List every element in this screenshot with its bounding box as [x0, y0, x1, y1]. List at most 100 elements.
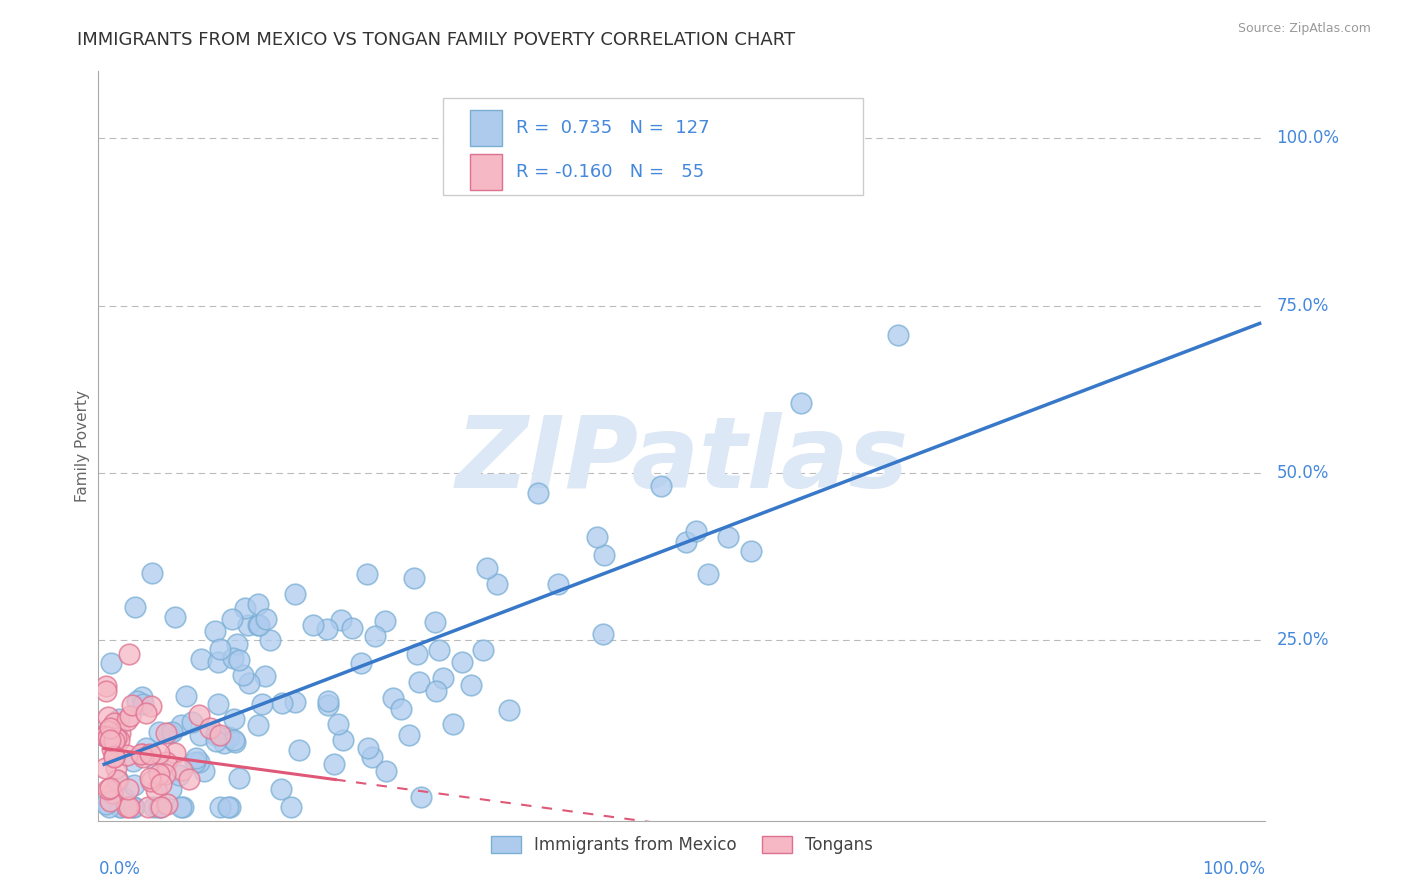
- Point: [156, 797, 179, 812]
- Point: [259, 633, 281, 648]
- Point: [117, 781, 139, 796]
- Point: [94, 797, 117, 812]
- Point: [209, 727, 232, 741]
- Point: [650, 479, 672, 493]
- Point: [232, 668, 254, 682]
- Point: [139, 747, 162, 761]
- Point: [122, 800, 145, 814]
- Point: [132, 750, 155, 764]
- Point: [406, 647, 429, 661]
- Point: [165, 746, 187, 760]
- Point: [391, 702, 413, 716]
- Point: [374, 764, 396, 778]
- Point: [288, 742, 311, 756]
- Point: [153, 767, 176, 781]
- Point: [103, 749, 125, 764]
- Point: [172, 800, 194, 814]
- Point: [284, 695, 307, 709]
- Point: [131, 690, 153, 704]
- Point: [141, 566, 163, 580]
- Point: [110, 726, 132, 740]
- Point: [139, 774, 162, 789]
- Point: [118, 708, 141, 723]
- Point: [148, 724, 170, 739]
- Point: [398, 728, 420, 742]
- Point: [246, 597, 269, 611]
- Point: [148, 800, 170, 814]
- Point: [148, 766, 170, 780]
- Text: IMMIGRANTS FROM MEXICO VS TONGAN FAMILY POVERTY CORRELATION CHART: IMMIGRANTS FROM MEXICO VS TONGAN FAMILY …: [77, 31, 796, 49]
- Point: [224, 735, 246, 749]
- Point: [135, 706, 157, 720]
- Point: [329, 613, 352, 627]
- FancyBboxPatch shape: [443, 97, 863, 195]
- Point: [441, 717, 464, 731]
- Legend: Immigrants from Mexico, Tongans: Immigrants from Mexico, Tongans: [484, 830, 880, 861]
- Point: [460, 678, 482, 692]
- Point: [226, 637, 249, 651]
- Point: [131, 747, 153, 762]
- Point: [105, 724, 128, 739]
- Point: [204, 624, 226, 638]
- Text: 0.0%: 0.0%: [98, 860, 141, 878]
- Point: [207, 655, 229, 669]
- Point: [170, 718, 193, 732]
- Point: [94, 761, 117, 775]
- Point: [97, 731, 120, 745]
- Point: [222, 733, 245, 747]
- Point: [209, 642, 232, 657]
- Point: [356, 567, 378, 582]
- Point: [98, 800, 121, 814]
- Point: [425, 615, 447, 629]
- Point: [302, 618, 325, 632]
- Point: [103, 733, 125, 747]
- Point: [284, 587, 307, 601]
- Point: [247, 717, 270, 731]
- Point: [485, 576, 508, 591]
- Point: [97, 782, 120, 797]
- Point: [155, 726, 177, 740]
- Point: [149, 800, 172, 814]
- Point: [157, 726, 180, 740]
- Point: [228, 653, 250, 667]
- Text: 75.0%: 75.0%: [1277, 296, 1329, 315]
- Point: [198, 721, 221, 735]
- Point: [124, 599, 146, 614]
- Point: [471, 642, 494, 657]
- Point: [592, 627, 614, 641]
- Point: [190, 728, 212, 742]
- Point: [107, 733, 129, 747]
- Point: [146, 758, 169, 772]
- Point: [429, 642, 451, 657]
- Point: [108, 712, 131, 726]
- Point: [108, 800, 131, 814]
- FancyBboxPatch shape: [470, 111, 502, 146]
- Point: [364, 629, 387, 643]
- Point: [170, 763, 193, 777]
- Text: ZIPatlas: ZIPatlas: [456, 412, 908, 509]
- Point: [547, 577, 569, 591]
- Text: Source: ZipAtlas.com: Source: ZipAtlas.com: [1237, 22, 1371, 36]
- Point: [204, 734, 226, 748]
- Point: [280, 800, 302, 814]
- Point: [238, 617, 260, 632]
- Point: [98, 733, 121, 747]
- Point: [174, 689, 197, 703]
- Point: [105, 761, 128, 775]
- Point: [238, 675, 260, 690]
- Point: [233, 600, 256, 615]
- Point: [148, 746, 170, 760]
- Text: R = -0.160   N =   55: R = -0.160 N = 55: [516, 162, 704, 181]
- Text: 50.0%: 50.0%: [1277, 464, 1329, 482]
- Point: [228, 771, 250, 785]
- Point: [685, 524, 707, 538]
- Point: [887, 327, 910, 342]
- Text: R =  0.735   N =  127: R = 0.735 N = 127: [516, 120, 710, 137]
- Point: [451, 655, 474, 669]
- Point: [204, 728, 226, 742]
- Point: [187, 755, 209, 769]
- Point: [425, 684, 447, 698]
- Point: [498, 703, 520, 717]
- Y-axis label: Family Poverty: Family Poverty: [75, 390, 90, 502]
- Text: 25.0%: 25.0%: [1277, 631, 1329, 649]
